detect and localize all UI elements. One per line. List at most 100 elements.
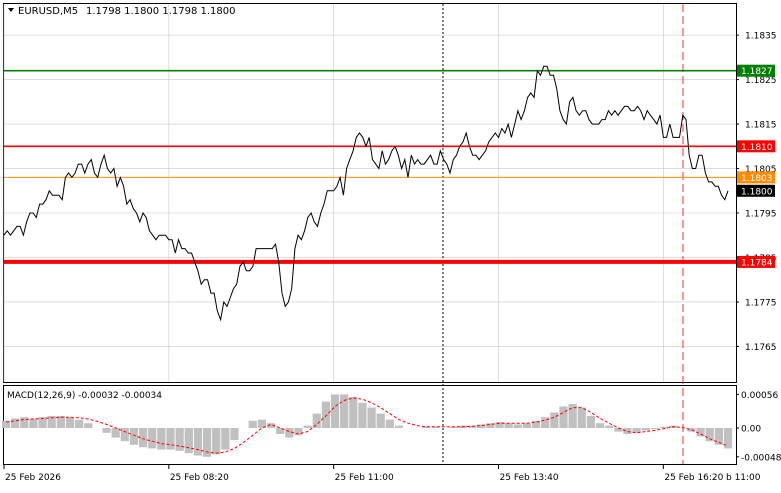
macd-title: MACD(12,26,9) -0.00032 -0.00034 [7,391,162,401]
level-label: 1.1803 [741,174,773,184]
grid [3,4,736,382]
macd-histogram-bar [330,394,340,428]
macd-histogram-bar [257,419,267,428]
macd-histogram-bar [394,425,404,428]
macd-histogram-bar [303,425,312,428]
macd-histogram-bar [495,422,504,428]
macd-histogram-bar [56,416,65,428]
x-tick-label: 25 Feb 08:20 [170,473,229,483]
macd-histogram-bar [266,423,276,428]
vertical-markers [442,4,684,464]
macd-histogram-bar [486,423,495,428]
macd-histogram-bar [29,418,38,428]
macd-histogram-bar [157,428,166,450]
triangle-down-icon[interactable] [8,8,14,12]
macd-histogram-bar [568,404,577,428]
macd-histogram-bar [467,425,477,428]
macd-histogram-bar [111,428,120,438]
macd-histogram-bar [577,407,586,428]
macd-histogram-bar [276,428,285,434]
macd-histogram-bar [696,428,705,437]
y-tick-label: 1.1815 [745,121,777,131]
macd-histogram-bar [595,423,605,428]
macd-histogram-bar [367,407,376,428]
macd-histogram-bar [294,428,303,436]
macd-histogram-bar [184,428,193,454]
macd-histogram-bar [148,428,157,449]
macd-histogram-bar [193,428,203,456]
macd-histogram-bar [221,428,230,450]
macd-histogram-bar [477,424,486,428]
macd-histogram-bar [321,401,330,428]
y-tick-label: 1.1765 [745,343,777,353]
macd-histogram-bar [166,428,175,450]
level-label: 1.1810 [741,143,773,153]
macd-y-tick-label: -0.00048 [741,453,781,463]
macd-histogram-bar [212,428,221,455]
macd-histogram-bar [65,417,75,428]
price-series-line [3,65,729,322]
macd-histogram-bar [230,428,239,440]
macd-histogram-bar [175,428,184,451]
price-panel-frame [3,3,737,383]
y-tick-label: 1.1795 [745,210,777,220]
macd-histogram-bar [650,428,659,430]
macd-histogram-bar [75,419,84,428]
x-tick-label: 25 Feb 16:20 [664,473,723,483]
macd-histogram-bar [38,417,47,428]
macd-histogram-bar [431,426,440,428]
macd-histogram-bar [129,428,139,445]
macd-histogram-bar [504,423,513,428]
y-tick-label: 1.1775 [745,298,777,308]
y-tick-label: 1.1825 [745,76,777,86]
x-tick-label: b 11:00 [726,473,761,483]
macd-histogram-bar [641,428,650,431]
macd-histogram-bar [20,417,29,428]
macd-y-tick-label: 0.00 [741,425,761,435]
macd-histogram-bar [605,425,614,428]
macd-histogram-bar [623,428,632,434]
level-label-bg [737,64,775,77]
macd-histogram-bar [385,419,394,428]
y-tick-label: 1.1835 [745,32,777,42]
macd-histogram-bar [312,413,321,428]
macd-histogram-bar [531,420,541,428]
time-axis[interactable]: 25 Feb 2026 25 Feb 08:20 25 Feb 11:00 25 Fe… [3,465,781,483]
macd-histogram-bar [687,428,696,432]
macd-histogram-bar [422,426,431,428]
macd-histogram-bar [586,416,596,428]
macd-histogram-bar [376,413,385,428]
level-labels: 1.1827 1.1810 1.1803 1.1784 1.1800 [737,64,775,268]
macd-histogram-bar [248,420,257,428]
ohlc-values: 1.1798 1.1800 1.1798 1.1800 [86,6,236,17]
macd-histogram-bar [202,428,212,457]
macd-histogram-bar [541,417,550,428]
macd-histogram-bar [659,426,669,428]
macd-indicator [1,394,733,457]
macd-histogram-bar [358,402,367,428]
macd-signal-line [5,397,729,454]
level-label-bg [737,171,775,184]
macd-histogram-bar [340,394,349,428]
current-price-label: 1.1800 [741,187,773,197]
macd-histogram-bar [513,424,522,428]
macd-histogram-bar [632,428,641,433]
y-tick-label: 1.1805 [745,165,777,175]
macd-histogram-bar [84,423,93,428]
macd-histogram-bar [449,426,458,428]
level-label: 1.1784 [741,258,773,268]
macd-histogram-bar [559,406,568,428]
macd-histogram-bar [714,428,723,445]
level-label: 1.1827 [741,67,773,77]
macd-histogram-bar [138,428,148,448]
symbol-label: EURUSD,M5 [18,6,78,17]
macd-histogram-bar [550,412,559,428]
current-price-bg [737,184,775,197]
macd-histogram-bar [120,428,129,442]
macd-histogram-bar [102,428,111,433]
macd-histogram-bar [11,418,20,428]
macd-histogram-bar [723,428,733,449]
